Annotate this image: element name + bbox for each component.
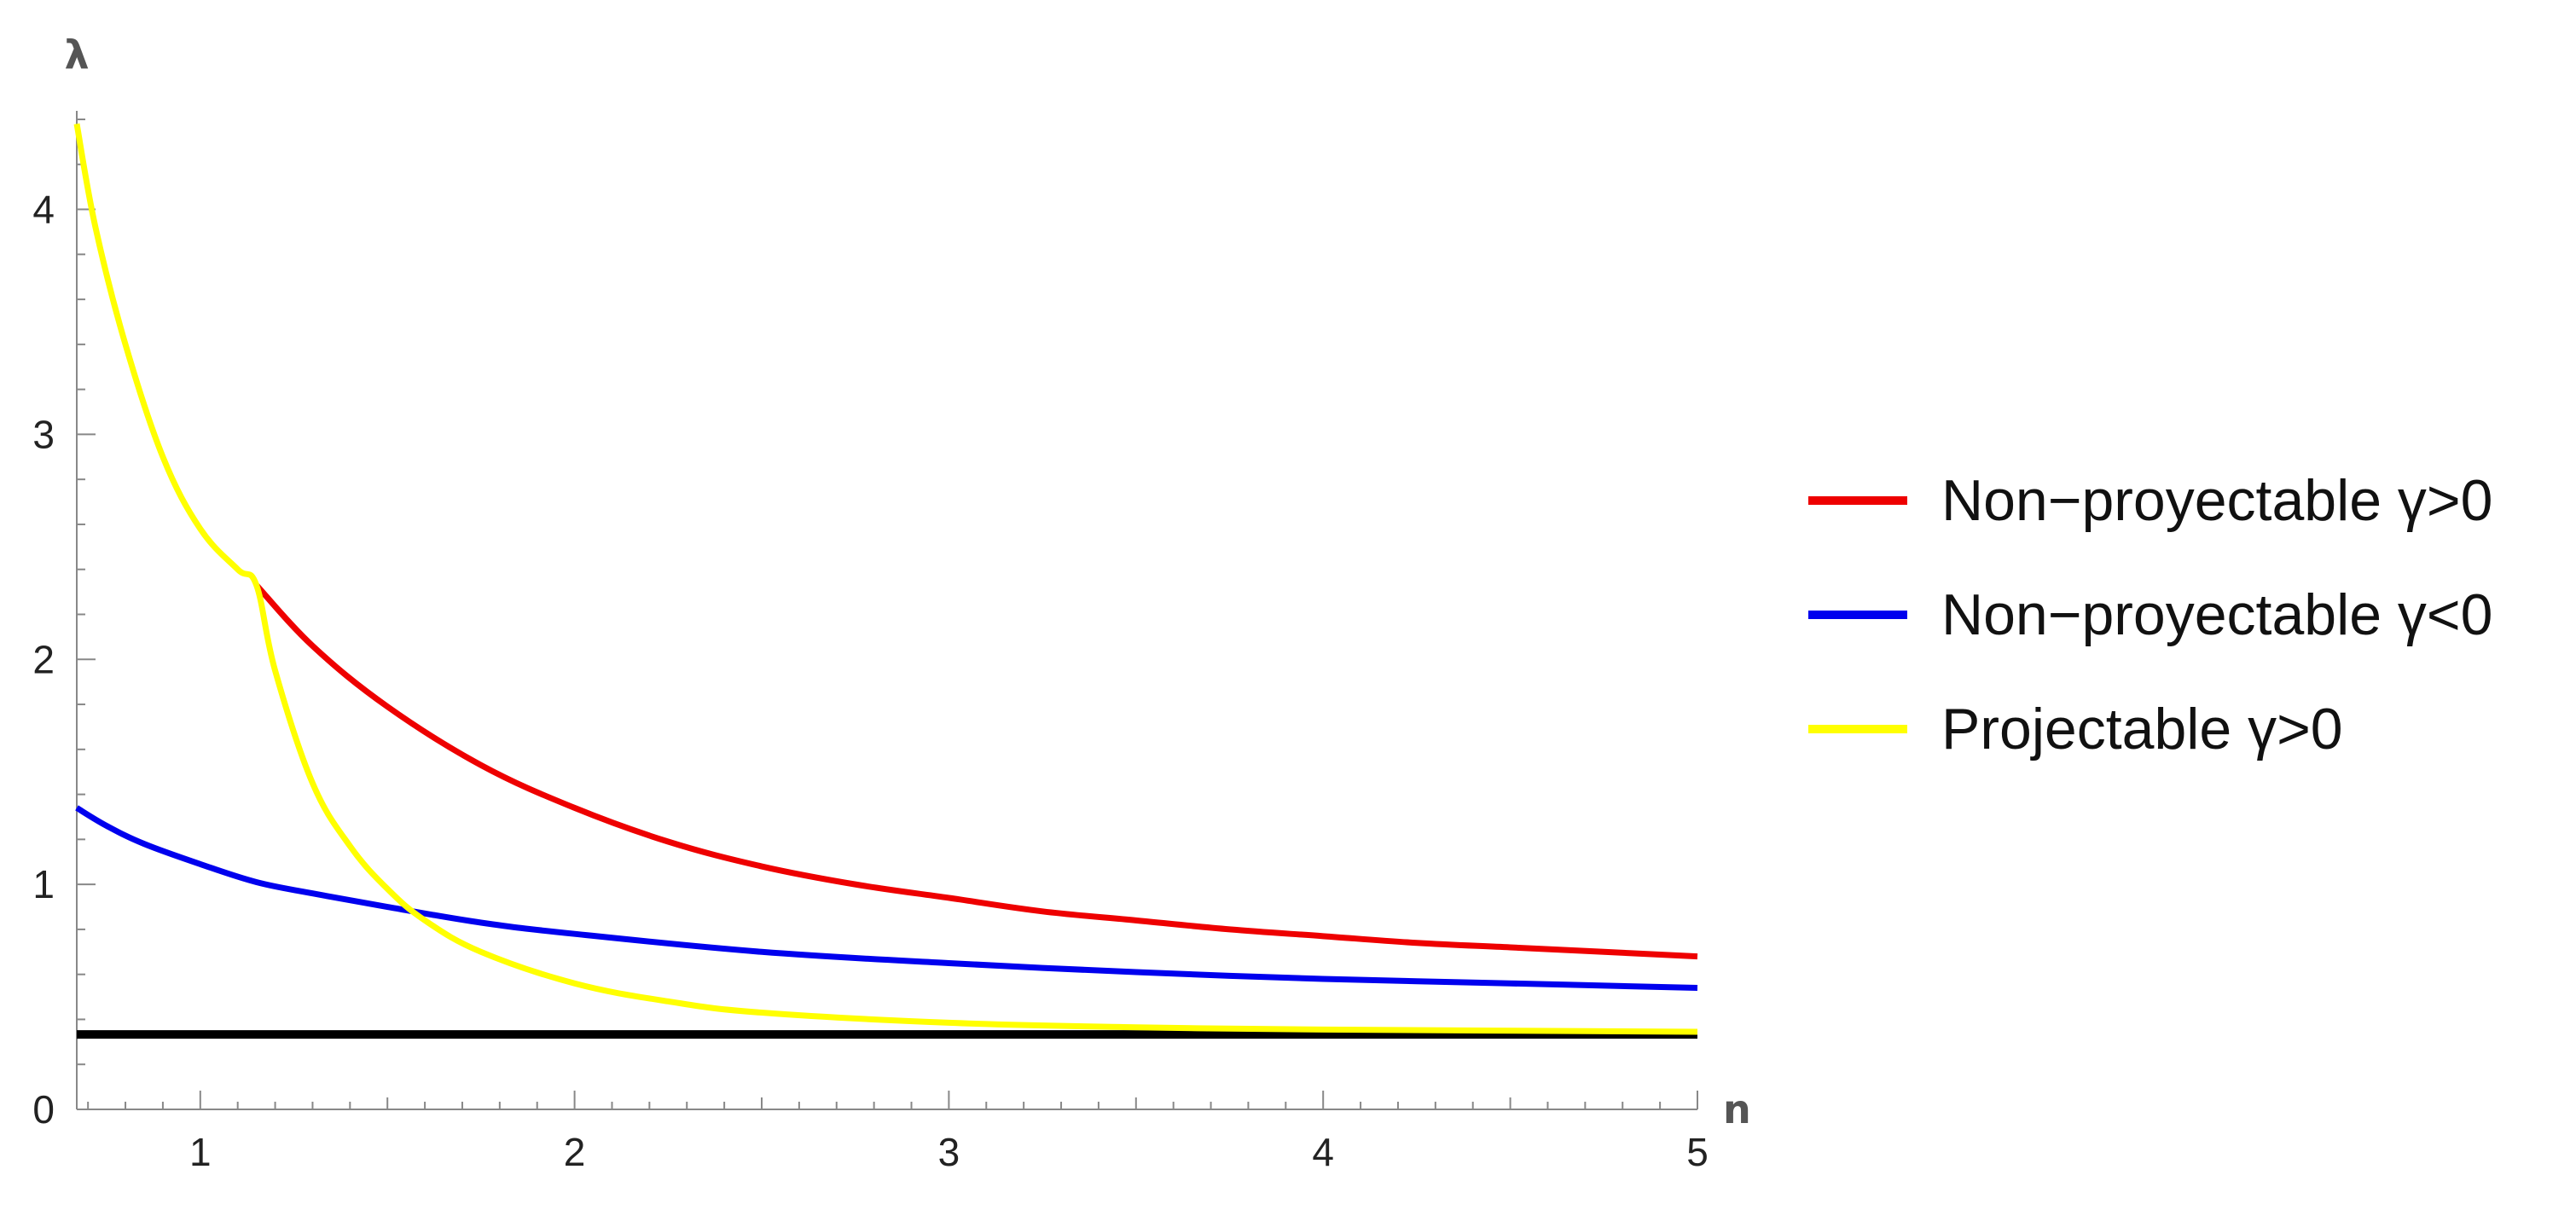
legend-item: Non−proyectable γ>0 [1808, 443, 2492, 558]
axes [76, 111, 1698, 1110]
legend-swatch [1808, 611, 1907, 619]
x-tick-label: 3 [938, 1130, 960, 1174]
legend-swatch [1808, 725, 1907, 733]
y-tick-label: 4 [32, 188, 55, 232]
x-tick-label: 4 [1312, 1130, 1334, 1174]
y-axis-label: λ [64, 32, 89, 78]
legend-item: Projectable γ>0 [1808, 672, 2492, 786]
legend-label: Projectable γ>0 [1941, 697, 2343, 761]
x-tick-label: 5 [1686, 1130, 1709, 1174]
y-tick-label: 3 [32, 412, 55, 456]
legend-label: Non−proyectable γ>0 [1941, 468, 2493, 533]
series-blue-line [75, 805, 1698, 992]
x-tick-label: 2 [564, 1130, 586, 1174]
series-yellow-line [73, 123, 1698, 1035]
y-tick-label: 0 [32, 1087, 55, 1132]
labels-layer: 1 2 3 4 5 0 1 2 3 4 n λ [32, 32, 1750, 1174]
y-tick-label: 2 [32, 637, 55, 681]
legend-label: Non−proyectable γ<0 [1941, 582, 2493, 647]
x-axis-label: n [1723, 1086, 1751, 1132]
series-red-line [254, 582, 1698, 960]
series-layer [73, 123, 1698, 1039]
x-tick-label: 1 [189, 1130, 212, 1174]
legend-item: Non−proyectable γ<0 [1808, 558, 2492, 672]
y-tick-label: 1 [32, 862, 55, 906]
legend: Non−proyectable γ>0 Non−proyectable γ<0 Pr… [1808, 443, 2492, 786]
legend-swatch [1808, 496, 1907, 505]
